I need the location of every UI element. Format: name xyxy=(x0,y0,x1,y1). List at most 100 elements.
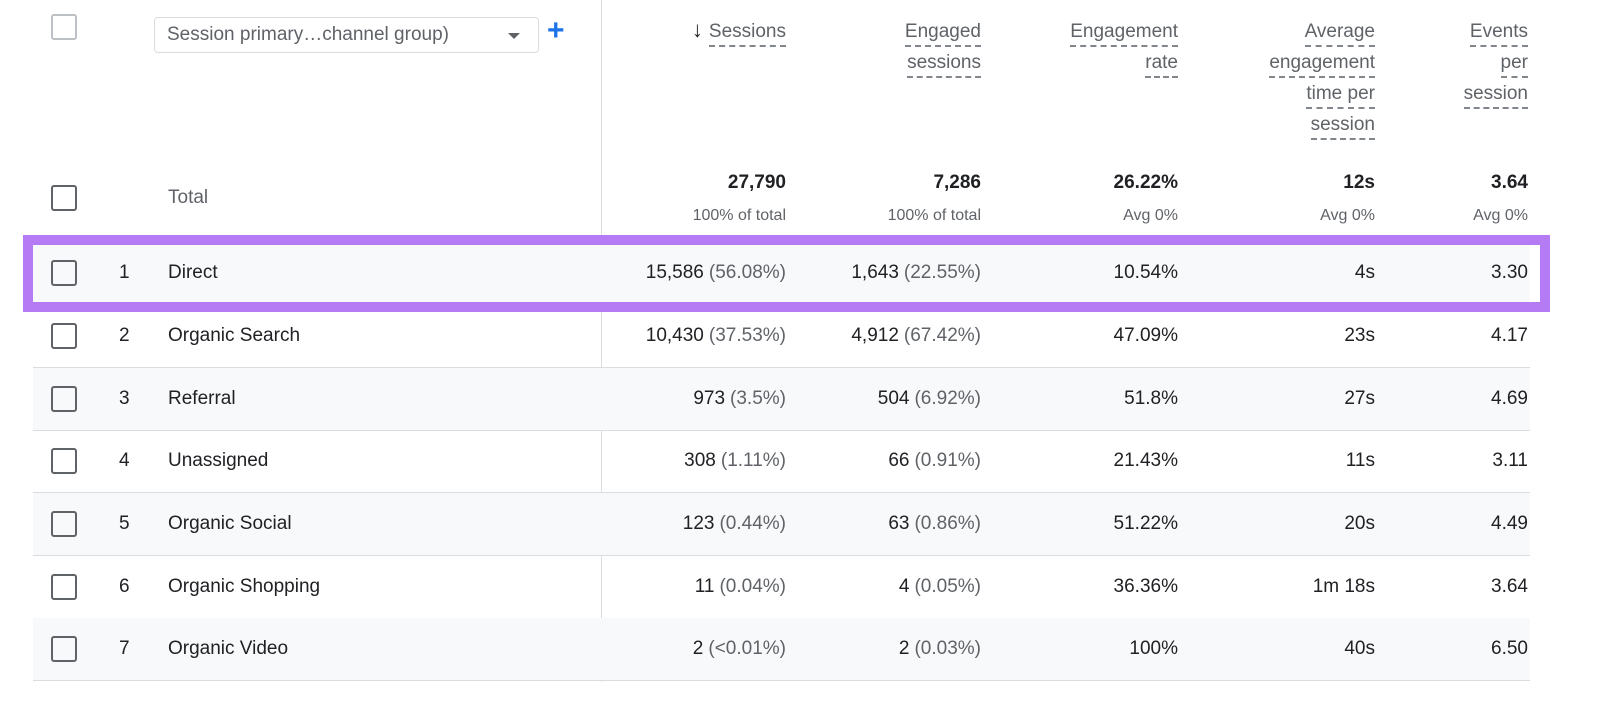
total-checkbox[interactable] xyxy=(51,185,77,211)
cell: 11s xyxy=(1346,430,1375,492)
cell-value: 308 xyxy=(684,450,716,471)
row-checkbox[interactable] xyxy=(51,636,77,662)
cell-value: 1m 18s xyxy=(1312,576,1375,597)
cell-value: 3.11 xyxy=(1492,450,1528,471)
cell: 36.36% xyxy=(1114,556,1178,618)
cell: 3.11 xyxy=(1492,430,1528,492)
dimension-selector[interactable]: Session primary…channel group) xyxy=(154,17,539,53)
select-all-checkbox[interactable] xyxy=(51,14,77,40)
total-value: 3.64 xyxy=(1491,172,1528,193)
cell-percent: (56.08%) xyxy=(708,262,786,283)
cell-value: 4.69 xyxy=(1491,388,1528,409)
table-row: 1 Direct 15,586 (56.08%) 1,643 (22.55%) 10.5… xyxy=(33,242,1530,305)
row-channel-name[interactable]: Unassigned xyxy=(168,450,269,471)
cell-value: 23s xyxy=(1344,325,1375,346)
cell-value: 973 xyxy=(693,388,726,409)
row-rank: 4 xyxy=(119,450,130,471)
header-text: Engaged xyxy=(904,19,981,47)
cell: 4.49 xyxy=(1491,493,1528,555)
cell: 2 (0.03%) xyxy=(899,618,981,680)
column-divider xyxy=(601,0,602,682)
row-channel-name[interactable]: Referral xyxy=(168,388,236,409)
cell-percent: (6.92%) xyxy=(914,388,981,409)
cell-value: 11 xyxy=(694,576,715,597)
row-channel-name[interactable]: Direct xyxy=(168,262,218,283)
header-text: engagement xyxy=(1269,50,1375,78)
row-rank: 7 xyxy=(119,638,130,659)
table-row: 6 Organic Shopping 11 (0.04%) 4 (0.05%) 36.3… xyxy=(33,556,1530,619)
cell-percent: (0.44%) xyxy=(719,513,786,534)
cell-percent: (0.04%) xyxy=(719,576,786,597)
row-rank: 6 xyxy=(119,576,130,597)
cell-percent: (1.11%) xyxy=(720,450,786,471)
cell-value: 1,643 xyxy=(851,262,899,283)
cell: 20s xyxy=(1344,493,1375,555)
row-checkbox[interactable] xyxy=(51,574,77,600)
cell-value: 11s xyxy=(1345,450,1375,471)
total-subtext: 100% of total xyxy=(887,207,981,224)
cell: 973 (3.5%) xyxy=(693,368,786,430)
cell: 23s xyxy=(1344,305,1375,367)
add-dimension-button[interactable]: + xyxy=(547,14,565,47)
cell-value: 4.49 xyxy=(1491,513,1528,534)
cell-value: 2 xyxy=(898,638,910,659)
cell: 4,912 (67.42%) xyxy=(851,305,981,367)
cell: 4.17 xyxy=(1491,305,1528,367)
column-header[interactable]: Average engagement time per session xyxy=(1269,16,1375,140)
row-rank: 5 xyxy=(119,513,130,534)
cell: 123 (0.44%) xyxy=(683,493,786,555)
cell-value: 100% xyxy=(1129,638,1178,659)
cell-percent: (0.05%) xyxy=(914,576,981,597)
header-text: session xyxy=(1463,81,1528,109)
row-checkbox[interactable] xyxy=(51,260,77,286)
cell-value: 10.54% xyxy=(1113,262,1178,283)
row-rank: 1 xyxy=(119,262,130,283)
cell: 308 (1.11%) xyxy=(684,430,786,492)
header-text: rate xyxy=(1145,50,1178,78)
row-rank: 3 xyxy=(119,388,130,409)
cell: 504 (6.92%) xyxy=(878,368,981,430)
cell: 21.43% xyxy=(1114,430,1178,492)
cell: 100% xyxy=(1129,618,1178,680)
row-channel-name[interactable]: Organic Search xyxy=(168,325,301,346)
column-header[interactable]: Engagement rate xyxy=(1070,16,1178,78)
cell: 15,586 (56.08%) xyxy=(646,242,786,304)
header-text: sessions xyxy=(907,50,981,78)
cell-value: 10,430 xyxy=(645,325,704,346)
row-checkbox[interactable] xyxy=(51,386,77,412)
cell: 40s xyxy=(1344,618,1375,680)
table-row: 3 Referral 973 (3.5%) 504 (6.92%) 51.8% 27s 4.… xyxy=(33,368,1530,431)
column-header[interactable]: ↓ Sessions xyxy=(692,16,786,47)
cell: 3.30 xyxy=(1491,242,1528,304)
row-rank: 2 xyxy=(119,325,130,346)
header-text: Sessions xyxy=(708,19,786,47)
dimension-label: Session primary…channel group) xyxy=(167,24,449,45)
row-checkbox[interactable] xyxy=(51,511,77,537)
cell-value: 21.43% xyxy=(1113,450,1178,471)
cell-value: 47.09% xyxy=(1113,325,1178,346)
cell-value: 63 xyxy=(888,513,910,534)
column-header[interactable]: Engaged sessions xyxy=(904,16,981,78)
total-subtext: Avg 0% xyxy=(1473,207,1528,224)
cell: 63 (0.86%) xyxy=(888,493,981,555)
row-channel-name[interactable]: Organic Shopping xyxy=(168,576,321,597)
row-channel-name[interactable]: Organic Video xyxy=(168,638,289,659)
table-row: 2 Organic Search 10,430 (37.53%) 4,912 (67.… xyxy=(33,305,1530,368)
header-text: Average xyxy=(1304,19,1375,47)
cell: 11 (0.04%) xyxy=(695,556,786,618)
cell: 66 (0.91%) xyxy=(888,430,981,492)
total-value: 12s xyxy=(1343,172,1375,193)
row-checkbox[interactable] xyxy=(51,448,77,474)
total-subtext: Avg 0% xyxy=(1123,207,1178,224)
cell-value: 66 xyxy=(888,450,910,471)
cell-value: 4,912 xyxy=(851,325,899,346)
row-checkbox[interactable] xyxy=(51,323,77,349)
table-row: 5 Organic Social 123 (0.44%) 63 (0.86%) 51.2… xyxy=(33,493,1530,556)
cell: 4 (0.05%) xyxy=(899,556,981,618)
table-row: 4 Unassigned 308 (1.11%) 66 (0.91%) 21.43% 11… xyxy=(33,430,1530,493)
column-header[interactable]: Events per session xyxy=(1463,16,1528,109)
row-channel-name[interactable]: Organic Social xyxy=(168,513,292,534)
cell: 2 (<0.01%) xyxy=(693,618,786,680)
cell: 1,643 (22.55%) xyxy=(851,242,981,304)
total-value: 7,286 xyxy=(933,172,981,193)
